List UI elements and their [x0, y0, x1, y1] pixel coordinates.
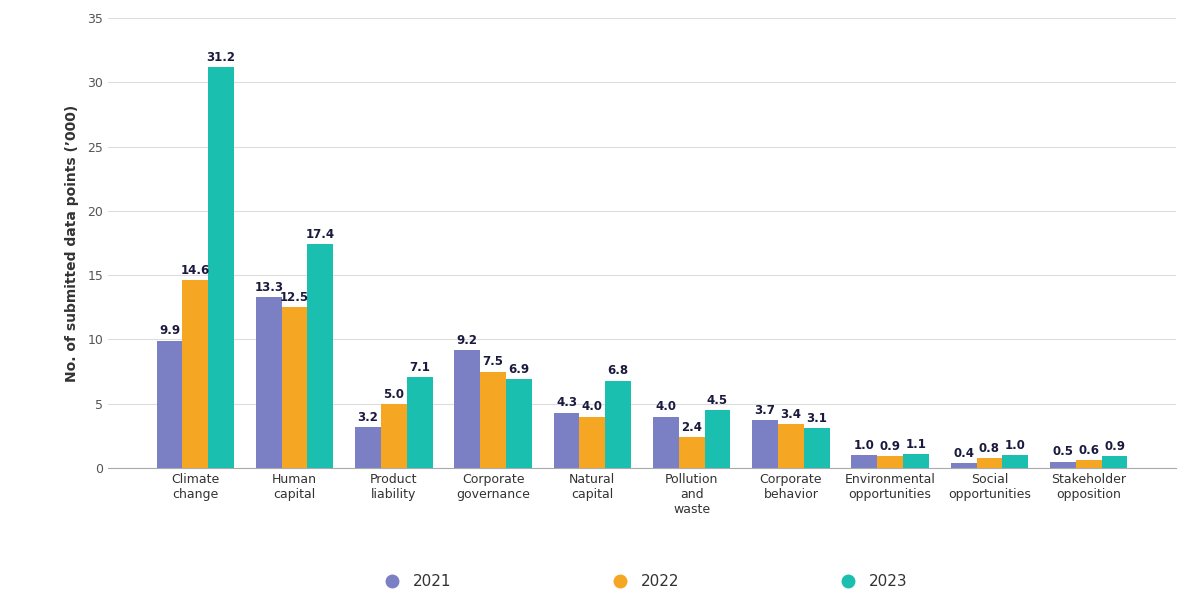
Bar	[752, 421, 778, 468]
Bar	[877, 457, 904, 468]
Bar	[653, 416, 679, 468]
Text: 0.9: 0.9	[1104, 440, 1126, 453]
Text: 4.3: 4.3	[556, 397, 577, 410]
Bar	[1102, 457, 1128, 468]
Text: 6.8: 6.8	[607, 364, 629, 377]
Text: 0.9: 0.9	[880, 440, 901, 453]
Text: 7.5: 7.5	[482, 355, 504, 368]
Text: 0.8: 0.8	[979, 442, 1000, 455]
Bar	[950, 463, 977, 468]
Text: 31.2: 31.2	[206, 50, 235, 64]
Text: 0.5: 0.5	[1052, 445, 1074, 458]
Text: 3.4: 3.4	[780, 408, 802, 421]
Bar	[704, 410, 731, 468]
Text: 13.3: 13.3	[254, 281, 283, 294]
Bar	[977, 458, 1002, 468]
Bar	[679, 437, 704, 468]
Text: 1.1: 1.1	[906, 437, 926, 451]
Y-axis label: No. of submitted data points (’000): No. of submitted data points (’000)	[65, 104, 79, 382]
Bar	[355, 427, 380, 468]
Text: 3.7: 3.7	[755, 404, 775, 417]
Bar	[282, 307, 307, 468]
Text: 3.2: 3.2	[358, 410, 378, 424]
Text: 1.0: 1.0	[1004, 439, 1026, 452]
Bar	[904, 454, 929, 468]
Text: 4.0: 4.0	[582, 400, 602, 413]
Bar	[380, 404, 407, 468]
Bar	[208, 67, 234, 468]
Text: 9.2: 9.2	[457, 334, 478, 347]
Text: 17.4: 17.4	[306, 228, 335, 241]
Bar	[804, 428, 829, 468]
Bar	[506, 379, 532, 468]
Bar	[1002, 455, 1028, 468]
Bar	[407, 377, 432, 468]
Text: 0.6: 0.6	[1079, 444, 1099, 457]
Text: 9.9: 9.9	[158, 325, 180, 337]
Text: 3.1: 3.1	[806, 412, 827, 425]
Bar	[580, 416, 605, 468]
Bar	[1050, 461, 1076, 468]
Bar	[852, 455, 877, 468]
Text: 2.4: 2.4	[682, 421, 702, 434]
Bar	[156, 341, 182, 468]
Bar	[553, 413, 580, 468]
Text: 7.1: 7.1	[409, 361, 430, 373]
Text: 0.4: 0.4	[953, 446, 974, 460]
Text: 6.9: 6.9	[509, 363, 529, 376]
Text: 5.0: 5.0	[383, 388, 404, 401]
Text: 4.0: 4.0	[655, 400, 677, 413]
Bar	[455, 350, 480, 468]
Bar	[1076, 460, 1102, 468]
Text: 12.5: 12.5	[280, 291, 310, 304]
Bar	[182, 280, 208, 468]
Bar	[605, 380, 631, 468]
Bar	[778, 424, 804, 468]
Legend: 2021, 2022, 2023: 2021, 2022, 2023	[371, 568, 913, 595]
Bar	[307, 244, 334, 468]
Bar	[480, 371, 506, 468]
Text: 1.0: 1.0	[854, 439, 875, 452]
Bar	[256, 297, 282, 468]
Text: 14.6: 14.6	[181, 264, 210, 277]
Text: 4.5: 4.5	[707, 394, 728, 407]
